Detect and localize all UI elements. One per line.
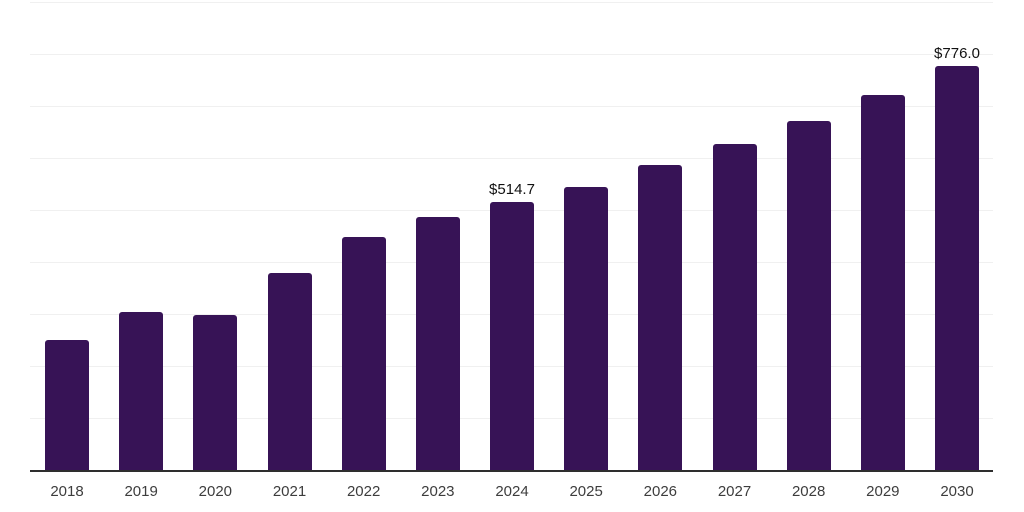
x-tick-label-2027: 2027 xyxy=(717,483,752,500)
bar-value-label-2024: $514.7 xyxy=(489,181,535,199)
bar-2019 xyxy=(119,311,164,470)
gridline-800 xyxy=(30,54,993,55)
bar-2027 xyxy=(712,144,757,470)
x-tick-label-2024: 2024 xyxy=(495,483,529,500)
bar-2023 xyxy=(415,217,460,470)
gridline-900 xyxy=(30,2,993,3)
x-tick-label-2023: 2023 xyxy=(421,483,455,500)
x-tick-label-2022: 2022 xyxy=(346,483,381,500)
bar-2021 xyxy=(267,273,312,470)
x-tick-label-2028: 2028 xyxy=(791,483,826,500)
x-tick-label-2021: 2021 xyxy=(272,483,307,500)
bar-2024 xyxy=(490,202,534,470)
bar-2029 xyxy=(860,95,905,470)
x-tick-label-2019: 2019 xyxy=(124,483,158,500)
bar-2025 xyxy=(564,186,609,470)
x-tick-label-2025: 2025 xyxy=(569,483,603,500)
x-tick-label-2030: 2030 xyxy=(940,483,974,500)
bar-2020 xyxy=(193,314,238,470)
bar-2028 xyxy=(786,121,831,470)
x-tick-label-2018: 2018 xyxy=(50,483,84,500)
bar-2026 xyxy=(638,165,683,470)
bar-2018 xyxy=(45,340,89,470)
bar-2022 xyxy=(341,237,386,470)
plot-area: $514.7 $776.0 xyxy=(30,2,993,472)
x-axis-line xyxy=(30,470,993,472)
x-tick-label-2029: 2029 xyxy=(866,483,900,500)
x-tick-label-2026: 2026 xyxy=(643,483,678,500)
bar-value-label-2030: $776.0 xyxy=(934,45,980,63)
gridline-700 xyxy=(30,106,993,107)
gridline-600 xyxy=(30,158,993,159)
bar-2030 xyxy=(935,66,979,470)
x-tick-label-2020: 2020 xyxy=(198,483,233,500)
